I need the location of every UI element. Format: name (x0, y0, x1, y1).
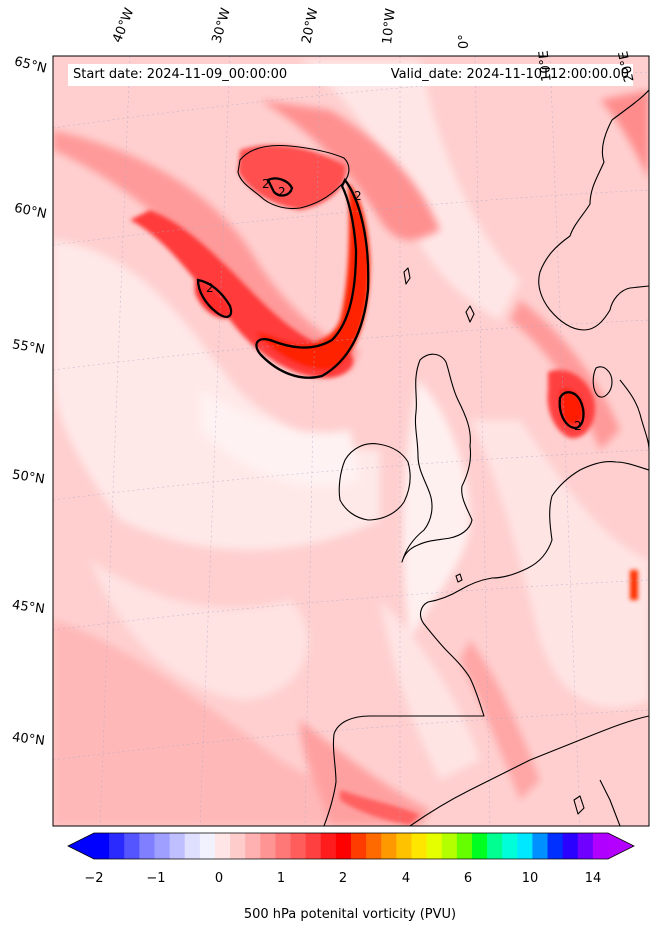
colorbar-bin (230, 833, 246, 859)
colorbar-bin (335, 833, 352, 859)
contour-main-band (255, 177, 370, 379)
colorbar-tick: −1 (146, 871, 166, 886)
colorbar-bin (562, 833, 579, 859)
colorbar-bin (109, 833, 125, 859)
italy-coast (599, 779, 621, 826)
colorbar-bin (184, 833, 201, 859)
colorbar-bin (124, 833, 140, 859)
contour-label: 2 (354, 189, 362, 203)
map-frame (52, 55, 650, 827)
colorbar-bin (426, 833, 443, 859)
europe-coast (323, 460, 649, 826)
ireland-coast (338, 443, 411, 521)
valid-date-text: Valid_date: 2024-11-10T12:00:00.00 (390, 67, 629, 82)
colorbar-high-extend (608, 833, 634, 859)
faroe-coast (403, 267, 411, 285)
baltic-coast (619, 379, 649, 451)
colorbar-bin (366, 833, 382, 859)
lon-label: 10°E (536, 49, 555, 83)
colorbar-bin (471, 833, 488, 859)
great-britain-coast (401, 353, 473, 563)
colorbar-bin (441, 833, 458, 859)
colorbar-bin (381, 833, 397, 859)
denmark-coast (592, 366, 613, 398)
colorbar-bin (320, 833, 337, 859)
mediterranean-coast (409, 715, 649, 826)
colorbar-bin (169, 833, 186, 859)
colorbar-bin (214, 833, 231, 859)
contour-label: 2 (206, 281, 214, 295)
colorbar-bin (199, 833, 216, 859)
contour-label: 2 (278, 185, 286, 199)
small-island (455, 573, 463, 583)
corsica-coast (573, 795, 585, 815)
norway-coast (538, 89, 649, 331)
map-area: 2 2 2 2 2 (53, 56, 649, 826)
colorbar-bin (245, 833, 261, 859)
colorbar-bin (577, 833, 594, 859)
colorbar-bin (517, 833, 533, 859)
colorbar-tick: 1 (276, 871, 286, 886)
colorbar-bin (502, 833, 518, 859)
colorbar-bin (411, 833, 427, 859)
colorbar-bin (456, 833, 473, 859)
colorbar-bin (94, 833, 110, 859)
colorbar-bin (396, 833, 412, 859)
colorbar-tick: 4 (401, 871, 411, 886)
colorbar-bin (139, 833, 155, 859)
contour-iceland (266, 177, 294, 197)
coastlines (237, 89, 649, 826)
colorbar-bin (487, 833, 503, 859)
colorbar-bin (351, 833, 367, 859)
colorbar-tick: 10 (521, 871, 539, 886)
colorbar-bin (290, 833, 307, 859)
lon-label: 0° (457, 34, 472, 49)
colorbar-tick: −2 (84, 871, 104, 886)
pv-high-regions (130, 145, 638, 825)
contour-label: 2 (262, 177, 270, 191)
iceland-coast (237, 144, 350, 210)
colorbar-tick: 6 (463, 871, 473, 886)
contour-label: 2 (574, 419, 582, 433)
colorbar-bin (260, 833, 276, 859)
contour-labels: 2 2 2 2 2 (206, 177, 582, 433)
colorbar-bin (547, 833, 564, 859)
date-info-box: Start date: 2024-11-09_00:00:00 Valid_da… (68, 64, 633, 86)
colorbar-bin (592, 833, 609, 859)
colorbar (67, 832, 635, 860)
colorbar-label: 500 hPa potenital vorticity (PVU) (243, 907, 457, 922)
colorbar-tick: 14 (584, 871, 602, 886)
colorbar-tick: 2 (338, 871, 348, 886)
colorbar-bin (305, 833, 322, 859)
colorbar-bin (275, 833, 291, 859)
colorbar-bin (154, 833, 170, 859)
shetland-coast (465, 305, 475, 323)
pv-contours (196, 177, 585, 430)
contour-north-sea (558, 391, 585, 430)
start-date-text: Start date: 2024-11-09_00:00:00 (73, 67, 288, 82)
colorbar-tick: 0 (214, 871, 224, 886)
colorbar-low-extend (68, 833, 94, 859)
colorbar-bin (532, 833, 548, 859)
contour-west-loop (196, 278, 233, 318)
